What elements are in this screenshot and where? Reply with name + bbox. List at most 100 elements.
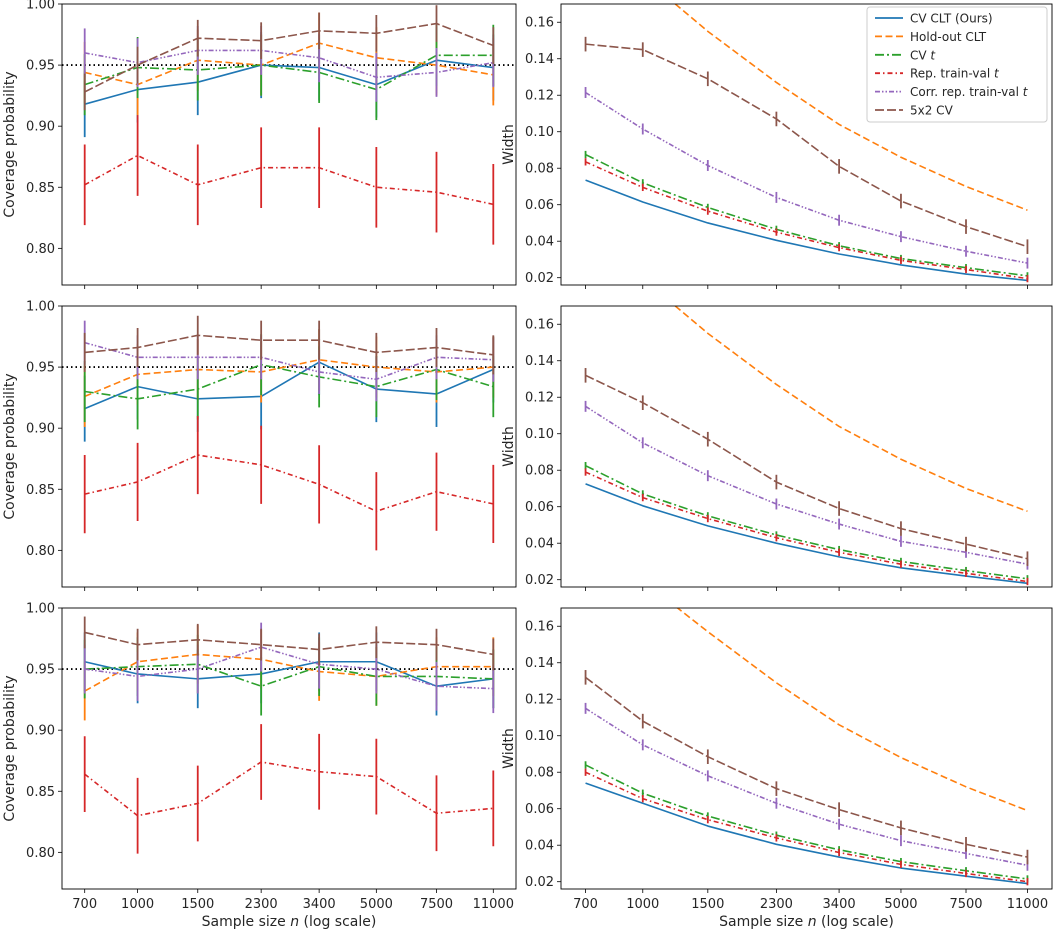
series-line-rep_tv_t bbox=[585, 161, 1028, 280]
series-line-rep_tv_t bbox=[585, 471, 1028, 583]
series-holdout_clt bbox=[676, 608, 1028, 812]
y-tick-label: 0.12 bbox=[525, 89, 554, 104]
legend: CV CLT (Ours) Hold-out CLT CV t Rep. train-… bbox=[866, 6, 1048, 123]
y-tick-label: 0.12 bbox=[525, 391, 554, 406]
series-holdout_clt bbox=[674, 306, 1028, 513]
series-holdout_clt bbox=[83, 12, 495, 116]
y-tick-label: 0.04 bbox=[525, 235, 554, 250]
series-five_by_two bbox=[83, 315, 495, 375]
y-tick-label: 1.00 bbox=[26, 0, 55, 13]
y-tick-label: 0.80 bbox=[26, 242, 55, 257]
series-five_by_two bbox=[83, 5, 495, 111]
axes-frame bbox=[560, 305, 1053, 588]
series-five_by_two bbox=[584, 36, 1029, 254]
legend-box bbox=[866, 6, 1048, 123]
x-tick-label: 3400 bbox=[303, 897, 336, 912]
series-line-holdout_clt bbox=[676, 608, 1028, 812]
series-corr_rep_tv_t bbox=[584, 87, 1029, 269]
panel-row3-coverage: 0.80 0.85 0.90 0.95 1.00 700 1000 1500 2300 3400 5… bbox=[2, 602, 517, 930]
y-tick-label: 0.12 bbox=[525, 693, 554, 708]
series-cv_clt bbox=[585, 483, 1028, 585]
y-tick-label: 0.95 bbox=[26, 663, 55, 678]
series-line-five_by_two bbox=[84, 334, 494, 356]
y-tick-label: 0.06 bbox=[525, 802, 554, 817]
series-line-five_by_two bbox=[84, 22, 494, 93]
axes-frame bbox=[560, 607, 1053, 890]
series-line-five_by_two bbox=[84, 631, 494, 656]
y-tick-label: 1.00 bbox=[26, 602, 55, 617]
series-rep_tv_t bbox=[83, 724, 495, 854]
series-line-rep_tv_t bbox=[84, 454, 494, 513]
y-tick-label: 0.16 bbox=[525, 620, 554, 635]
series-rep_tv_t bbox=[584, 768, 1029, 886]
y-tick-label: 0.08 bbox=[525, 766, 554, 781]
series-holdout_clt bbox=[83, 329, 495, 427]
series-cv_t bbox=[584, 150, 1029, 280]
axes-frame bbox=[61, 607, 517, 890]
x-tick-label: 700 bbox=[573, 897, 598, 912]
plot-area bbox=[62, 315, 516, 551]
x-tick-label: 1000 bbox=[121, 897, 154, 912]
series-line-five_by_two bbox=[585, 43, 1028, 248]
series-five_by_two bbox=[584, 670, 1029, 865]
series-five_by_two bbox=[584, 368, 1029, 567]
y-tick-label: 0.85 bbox=[26, 181, 55, 196]
panel-row1-width: 0.02 0.04 0.06 0.08 0.10 0.12 0.14 0.16 Width CV … bbox=[501, 3, 1053, 289]
series-line-five_by_two bbox=[585, 676, 1028, 858]
x-tick-label: 1500 bbox=[691, 897, 724, 912]
y-tick-label: 0.85 bbox=[26, 785, 55, 800]
x-tick-label: 5000 bbox=[884, 897, 917, 912]
series-line-holdout_clt bbox=[674, 306, 1028, 513]
series-line-rep_tv_t bbox=[585, 771, 1028, 883]
y-tick-label: 0.90 bbox=[26, 724, 55, 739]
plot-area bbox=[62, 5, 516, 245]
plot-area bbox=[62, 616, 516, 854]
panel-row3-width: 0.02 0.04 0.06 0.08 0.10 0.12 0.14 0.16 700 1000 1… bbox=[501, 607, 1053, 930]
y-tick-label: 0.16 bbox=[525, 16, 554, 31]
series-line-cv_t bbox=[84, 663, 494, 687]
series-cv_t bbox=[584, 761, 1029, 883]
axes-frame bbox=[61, 305, 517, 588]
series-rep_tv_t bbox=[83, 415, 495, 551]
x-tick-label: 11000 bbox=[1007, 897, 1048, 912]
y-axis-label: Width bbox=[501, 728, 517, 769]
y-tick-label: 0.14 bbox=[525, 656, 554, 671]
panel-row2-coverage: 0.80 0.85 0.90 0.95 1.00 Coverage probability bbox=[2, 300, 517, 591]
x-tick-label: 2300 bbox=[760, 897, 793, 912]
x-tick-label: 3400 bbox=[823, 897, 856, 912]
y-tick-label: 0.95 bbox=[26, 59, 55, 74]
legend-label-corr_rep_tv_t: Corr. rep. train-val t bbox=[910, 85, 1029, 99]
series-five_by_two bbox=[83, 616, 495, 671]
y-tick-label: 0.95 bbox=[26, 361, 55, 376]
legend-label-cv_t: CV t bbox=[910, 48, 936, 62]
y-tick-label: 0.90 bbox=[26, 120, 55, 135]
series-line-cv_t bbox=[585, 764, 1028, 880]
axes-frame bbox=[560, 3, 1053, 286]
series-line-holdout_clt bbox=[84, 653, 494, 692]
y-tick-label: 0.14 bbox=[525, 52, 554, 67]
series-rep_tv_t bbox=[83, 115, 495, 245]
y-tick-label: 0.85 bbox=[26, 483, 55, 498]
legend-label-cv_clt: CV CLT (Ours) bbox=[910, 12, 993, 26]
plot-area bbox=[584, 306, 1029, 586]
series-cv_clt bbox=[585, 782, 1028, 885]
series-line-holdout_clt bbox=[84, 42, 494, 86]
x-tick-label: 1500 bbox=[181, 897, 214, 912]
series-rep_tv_t bbox=[584, 468, 1029, 586]
x-tick-label: 2300 bbox=[245, 897, 278, 912]
series-line-rep_tv_t bbox=[84, 154, 494, 206]
x-tick-label: 700 bbox=[72, 897, 97, 912]
series-rep_tv_t bbox=[584, 158, 1029, 283]
series-line-cv_t bbox=[84, 54, 494, 91]
y-tick-label: 0.04 bbox=[525, 839, 554, 854]
legend-label-rep_tv_t: Rep. train-val t bbox=[910, 67, 1000, 81]
y-tick-label: 0.08 bbox=[525, 162, 554, 177]
series-cv_clt bbox=[585, 179, 1028, 282]
y-axis-label: Coverage probability bbox=[2, 373, 18, 519]
series-cv_clt bbox=[83, 27, 495, 138]
y-tick-label: 0.02 bbox=[525, 573, 554, 588]
x-tick-label: 7500 bbox=[420, 897, 453, 912]
series-line-five_by_two bbox=[585, 374, 1028, 560]
x-axis-label: Sample size n (log scale) bbox=[202, 914, 377, 930]
